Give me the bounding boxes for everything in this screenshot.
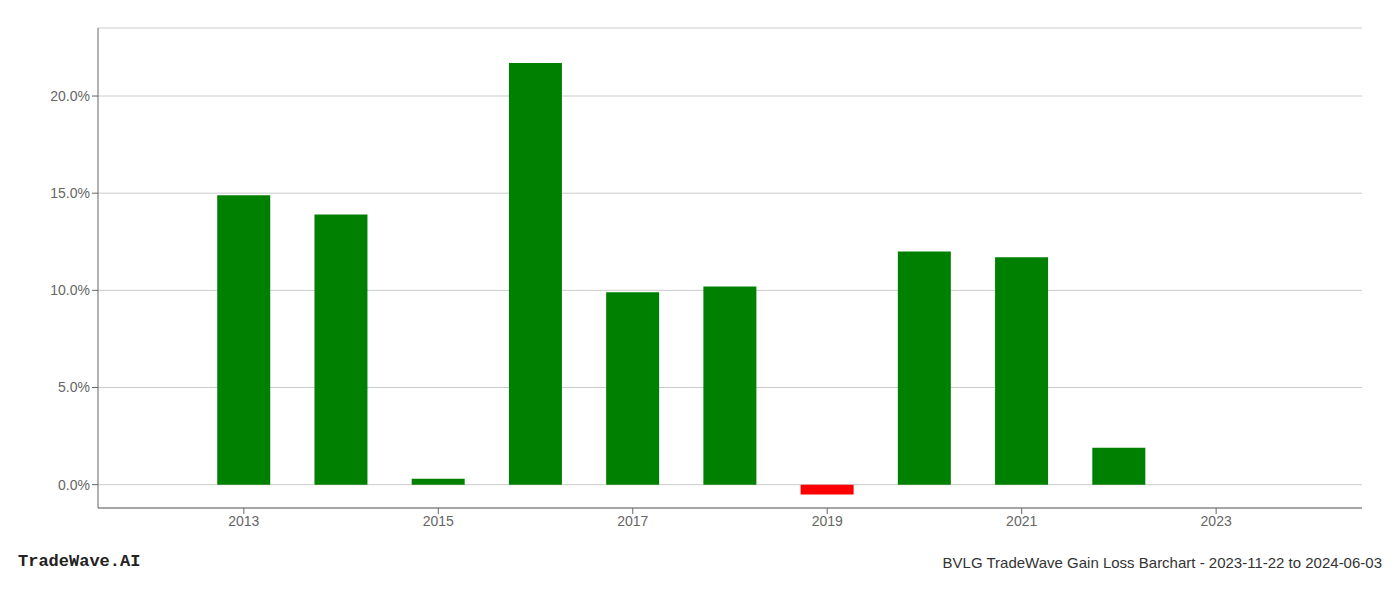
- svg-text:2021: 2021: [1006, 513, 1037, 529]
- svg-text:2015: 2015: [423, 513, 454, 529]
- html-text:TradeWave.AI: TradeWave.AI: [18, 552, 141, 571]
- html-text:BVLG TradeWave Gain Loss Barch: BVLG TradeWave Gain Loss Barchart - 2023…: [942, 554, 1382, 571]
- svg-text:0.0%: 0.0%: [58, 477, 90, 493]
- svg-text:2023: 2023: [1201, 513, 1232, 529]
- svg-text:5.0%: 5.0%: [58, 379, 90, 395]
- svg-text:20.0%: 20.0%: [50, 88, 90, 104]
- svg-text:15.0%: 15.0%: [50, 185, 90, 201]
- svg-text:10.0%: 10.0%: [50, 282, 90, 298]
- svg-text:2013: 2013: [228, 513, 259, 529]
- svg-text:2017: 2017: [617, 513, 648, 529]
- svg-text:2019: 2019: [812, 513, 843, 529]
